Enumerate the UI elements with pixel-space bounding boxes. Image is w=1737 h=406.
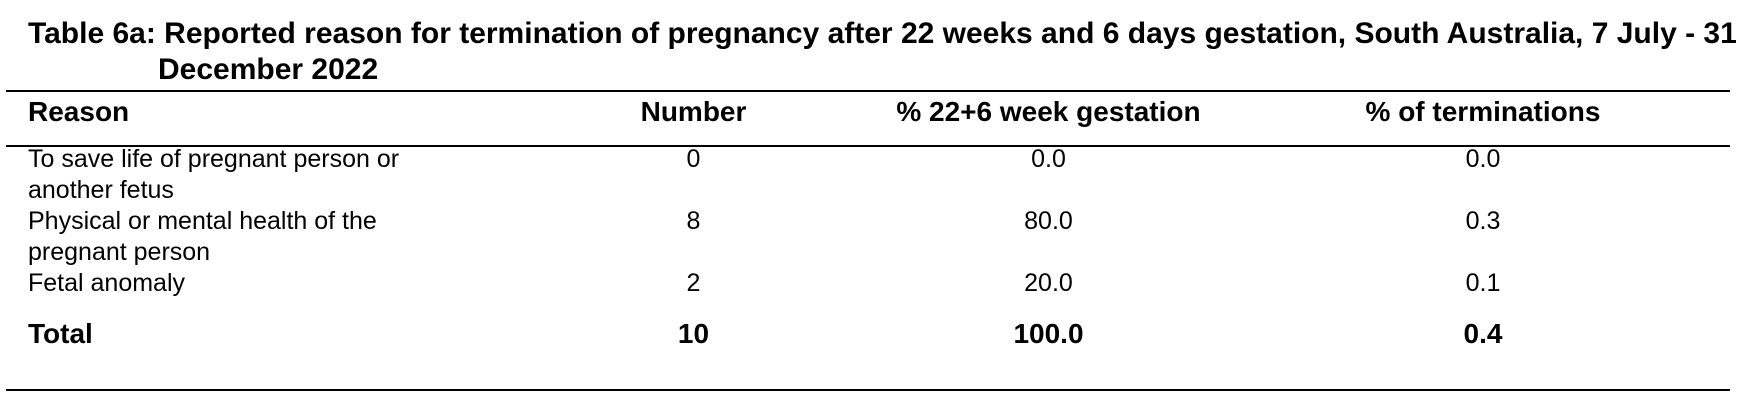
table-header-row: Reason Number % 22+6 week gestation % of… — [6, 92, 1730, 144]
reason-cell: Physical or mental health of the pregnan… — [28, 207, 377, 266]
number-cell: 0 — [686, 145, 701, 173]
column-header-pct-terminations: % of terminations — [1365, 96, 1601, 127]
pct-gestation-cell: 0.0 — [1031, 145, 1066, 173]
total-number: 10 — [677, 318, 710, 349]
table-row: To save life of pregnant person or anoth… — [6, 144, 1730, 206]
table-title: Table 6a: Reported reason for terminatio… — [28, 17, 1737, 86]
column-header-number: Number — [640, 96, 747, 127]
table-row: Physical or mental health of the pregnan… — [6, 206, 1730, 268]
pct-terminations-cell: 0.1 — [1465, 269, 1501, 297]
table-row: Fetal anomaly 2 20.0 0.1 — [6, 268, 1730, 299]
total-row: Total 10 100.0 0.4 — [6, 299, 1730, 351]
termination-reasons-table: Reason Number % 22+6 week gestation % of… — [6, 92, 1730, 351]
pct-terminations-cell: 0.0 — [1465, 145, 1501, 173]
pct-gestation-cell: 20.0 — [1024, 269, 1073, 297]
reason-cell: To save life of pregnant person or anoth… — [28, 145, 400, 204]
column-header-reason: Reason — [28, 96, 130, 127]
table-top-rule — [6, 90, 1730, 92]
reason-cell: Fetal anomaly — [28, 269, 186, 297]
total-pct-terminations: 0.4 — [1463, 318, 1503, 349]
column-header-pct-gestation: % 22+6 week gestation — [896, 96, 1201, 127]
number-cell: 2 — [686, 269, 701, 297]
header-divider-rule — [6, 145, 1730, 147]
pct-terminations-cell: 0.3 — [1465, 207, 1501, 235]
total-pct-gestation: 100.0 — [1013, 318, 1084, 349]
number-cell: 8 — [686, 207, 701, 235]
table-bottom-rule — [6, 389, 1730, 391]
pct-gestation-cell: 80.0 — [1024, 207, 1073, 235]
total-label: Total — [28, 318, 93, 349]
